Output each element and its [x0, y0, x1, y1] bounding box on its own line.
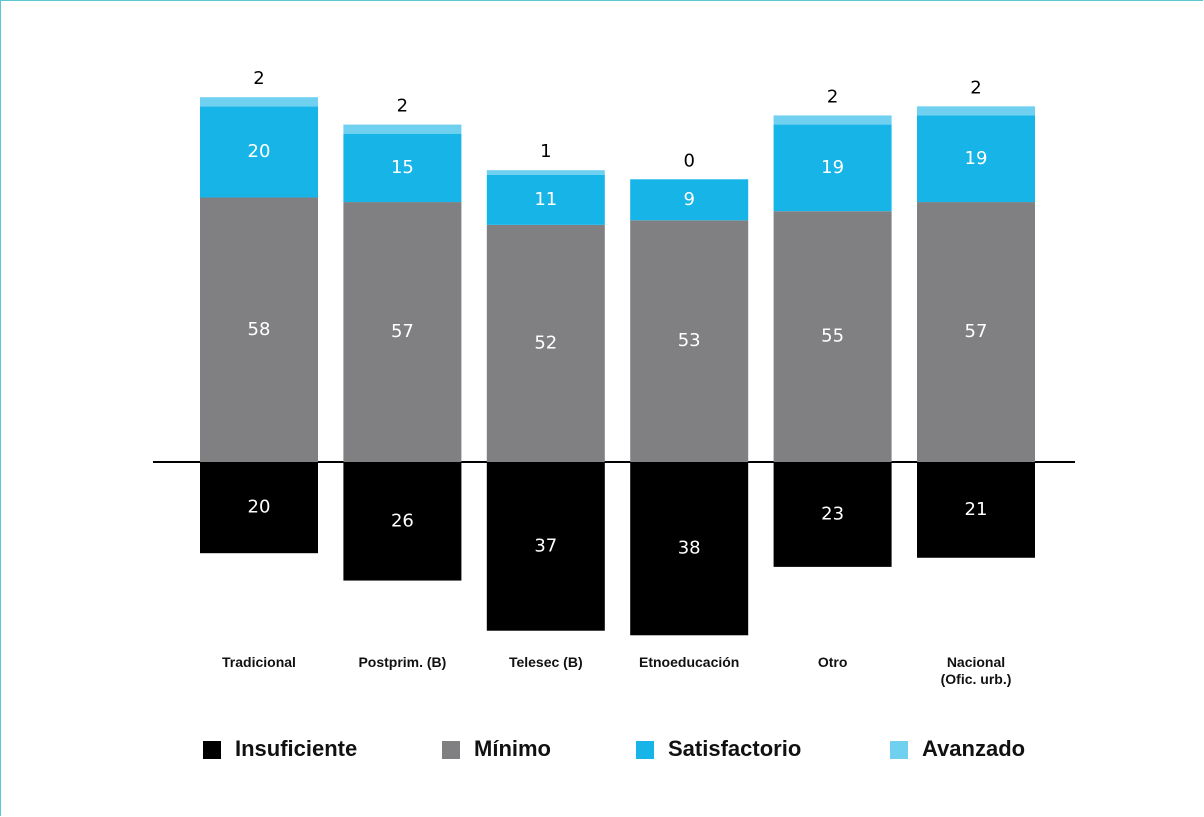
bar-segment [200, 462, 318, 554]
data-label: 19 [821, 157, 844, 178]
bar-segment [343, 133, 462, 203]
bar-segment [486, 462, 605, 631]
legend-swatch [636, 741, 654, 759]
data-label: 38 [678, 538, 701, 559]
data-label: 23 [821, 503, 844, 524]
data-label: 2 [970, 77, 981, 98]
data-label: 2 [253, 68, 264, 89]
data-label: 57 [391, 321, 414, 342]
data-label: 11 [534, 189, 557, 210]
legend-swatch [203, 741, 221, 759]
data-label: 1 [540, 141, 551, 162]
legend-swatch [442, 741, 460, 759]
data-label: 26 [391, 510, 414, 531]
bar-segment [630, 179, 749, 221]
data-label: 57 [965, 321, 988, 342]
data-label: 0 [683, 150, 694, 171]
data-label: 52 [534, 332, 557, 353]
x-tick-label: Postprim. (B) [358, 654, 447, 670]
bar-segment [917, 462, 1035, 558]
data-label: 15 [391, 157, 414, 178]
bar-segment [486, 174, 605, 225]
x-tick-label: Etnoeducación [639, 654, 740, 670]
bar-segment [200, 106, 318, 198]
data-label: 19 [965, 148, 988, 169]
bar-segment [773, 462, 892, 567]
data-label: 20 [248, 141, 271, 162]
bar-segment [200, 97, 318, 107]
bar-segment [200, 197, 318, 462]
bar-segment [630, 220, 749, 462]
legend-label: Mínimo [474, 736, 551, 761]
bar-segment [917, 106, 1035, 116]
x-tick-label: Tradicional [222, 654, 296, 670]
bar-segment [917, 202, 1035, 462]
x-tick-label: Nacional (Ofic. urb.) [940, 654, 1012, 687]
legend-swatch [890, 741, 908, 759]
bar-segment [917, 115, 1035, 203]
data-label: 58 [248, 319, 271, 340]
data-label: 21 [965, 499, 988, 520]
data-label: 20 [248, 497, 271, 518]
bar-segment [343, 124, 462, 134]
bar-segment [773, 124, 892, 212]
data-label: 55 [821, 326, 844, 347]
bar-segment [773, 115, 892, 125]
legend-label: Insuficiente [235, 736, 358, 761]
bar-segment [343, 462, 462, 581]
legend-label: Satisfactorio [668, 736, 802, 761]
bar-segment [343, 202, 462, 462]
data-label: 2 [397, 96, 408, 117]
x-tick-label: Otro [817, 654, 848, 670]
bar-segment [773, 211, 892, 462]
data-label: 2 [827, 86, 838, 107]
x-tick-label: Telesec (B) [508, 654, 583, 670]
data-label: 53 [678, 330, 701, 351]
bar-segment [486, 224, 605, 462]
bar-segment [630, 462, 749, 636]
legend-label: Avanzado [922, 736, 1026, 761]
data-label: 37 [534, 535, 557, 556]
data-label: 9 [683, 189, 694, 210]
bar-segment [486, 170, 605, 175]
